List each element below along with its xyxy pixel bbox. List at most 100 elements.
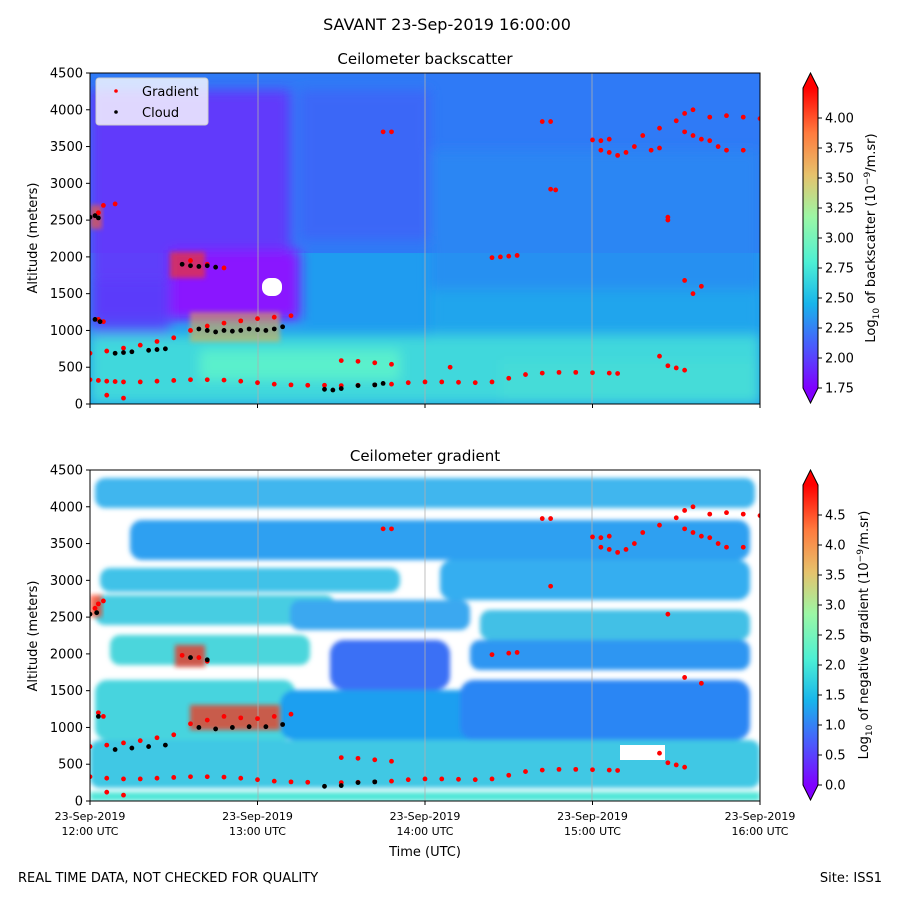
x-tick-label-date: 23-Sep-2019 (222, 810, 293, 823)
gradient-marker (188, 774, 193, 780)
gradient-marker (271, 381, 277, 387)
gradient-marker (553, 187, 559, 193)
gradient-marker (238, 378, 244, 384)
gradient-marker (548, 119, 554, 124)
cloud-marker (204, 657, 210, 663)
gradient-marker (221, 774, 227, 780)
gradient-marker (690, 133, 696, 138)
x-tick-label-date: 23-Sep-2019 (557, 810, 628, 823)
cloud-marker (121, 350, 126, 355)
colorbar-tick-label: 3.5 (825, 569, 846, 584)
gradient-marker (665, 611, 671, 617)
backscatter-x-axis (89, 404, 761, 408)
cloud-marker (271, 326, 277, 332)
gradient-marker (698, 533, 704, 539)
legend-cloud-label: Cloud (142, 106, 179, 121)
cloud-marker (229, 328, 235, 334)
gradient-marker (439, 776, 445, 782)
y-tick-label: 4500 (50, 67, 83, 82)
gradient-marker (288, 382, 294, 388)
gradient-marker (104, 775, 110, 781)
gradient-marker (95, 710, 101, 716)
colorbar-tick-label: 2.25 (825, 322, 854, 337)
colorbar-ticks: 1.75 2.00 2.25 2.50 2.75 3.00 3.25 3.50 3.75 4.00 (818, 112, 854, 397)
colorbar-tick-label: 1.75 (825, 382, 854, 397)
gradient-marker (288, 779, 294, 785)
cloud-marker (196, 326, 202, 332)
gradient-marker (673, 365, 679, 371)
gradient-marker (539, 370, 545, 376)
gradient-marker (221, 320, 227, 326)
x-tick-label-time: 16:00 UTC (731, 825, 788, 838)
gradient-marker (154, 378, 160, 384)
gradient-marker (95, 210, 101, 216)
y-tick-label: 3500 (50, 537, 83, 552)
cloud-marker (97, 319, 103, 325)
y-tick-label: 3000 (50, 574, 83, 589)
colorbar-tick-label: 3.0 (825, 599, 846, 614)
gradient-marker (355, 358, 361, 364)
gradient-marker (506, 253, 512, 259)
gradient-marker (179, 652, 185, 658)
gradient-marker (355, 755, 361, 761)
gradient-marker (338, 755, 344, 761)
gradient-marker (489, 776, 495, 782)
cloud-marker (90, 611, 93, 617)
backscatter-colorbar: 1.75 2.00 2.25 2.50 2.75 3.00 3.25 3.50 3.75 4.00… (802, 71, 882, 405)
gradient-marker (372, 360, 378, 366)
cloud-marker (263, 328, 269, 333)
gradient-marker (657, 353, 662, 359)
gradient-marker (137, 342, 143, 348)
colorbar-tick-label: 2.00 (825, 352, 854, 367)
cloud-marker (213, 264, 219, 270)
gradient-marker (472, 380, 478, 386)
cloud-marker (179, 261, 185, 267)
backscatter-y-axis: 0 500 1000 1500 2000 2500 3000 3500 4000 4500 (50, 67, 90, 413)
backscatter-ylabel: Altitude (meters) (26, 183, 41, 294)
gradient-marker (615, 768, 621, 773)
gradient-marker (707, 114, 713, 120)
gradient-marker (456, 776, 461, 782)
gradient-marker (472, 777, 478, 783)
gradient-marker (740, 147, 746, 153)
gradient-marker (598, 138, 604, 144)
gradient-marker (389, 778, 394, 784)
gradient-marker (665, 760, 671, 766)
cloud-marker (338, 386, 344, 391)
colorbar-tick-label: 2.5 (825, 629, 846, 644)
gradient-marker (682, 129, 688, 135)
gradient-marker (196, 655, 202, 660)
gradient-marker (631, 541, 637, 546)
gradient-marker (548, 186, 554, 192)
gradient-marker (623, 150, 629, 155)
legend-cloud-marker (114, 110, 118, 114)
cloud-marker (338, 783, 344, 788)
cloud-marker (213, 329, 219, 335)
gradient-marker (101, 203, 106, 208)
gradient-marker (380, 526, 386, 532)
gradient-ylabel: Altitude (meters) (26, 581, 41, 692)
cloud-marker (129, 745, 135, 751)
gradient-gridlines (257, 470, 593, 801)
gradient-marker (372, 757, 378, 763)
colorbar-tick-label: 4.5 (825, 509, 846, 524)
x-tick-label-time: 15:00 UTC (564, 825, 621, 838)
gradient-marker (598, 535, 604, 541)
cloud-marker (238, 328, 244, 333)
gradient-marker (556, 369, 562, 375)
gradient-marker (238, 715, 244, 721)
gradient-marker (171, 775, 177, 780)
cloud-marker (95, 215, 101, 221)
gradient-marker (221, 377, 227, 383)
gradient-marker (615, 152, 621, 158)
gradient-marker (740, 511, 746, 517)
gradient-marker (740, 544, 746, 550)
gradient-colorbar: 0.0 0.5 1.0 1.5 2.0 2.5 3.0 3.5 4.0 4.5 Log10 of … (802, 468, 875, 802)
colorbar-tick-label: 2.0 (825, 659, 846, 674)
y-tick-label: 3000 (50, 177, 83, 192)
x-axis-label: Time (UTC) (388, 845, 461, 860)
cloud-marker (146, 347, 152, 353)
gradient-heatmap (90, 470, 760, 801)
gradient-marker (137, 776, 143, 782)
cloud-marker (330, 387, 336, 393)
